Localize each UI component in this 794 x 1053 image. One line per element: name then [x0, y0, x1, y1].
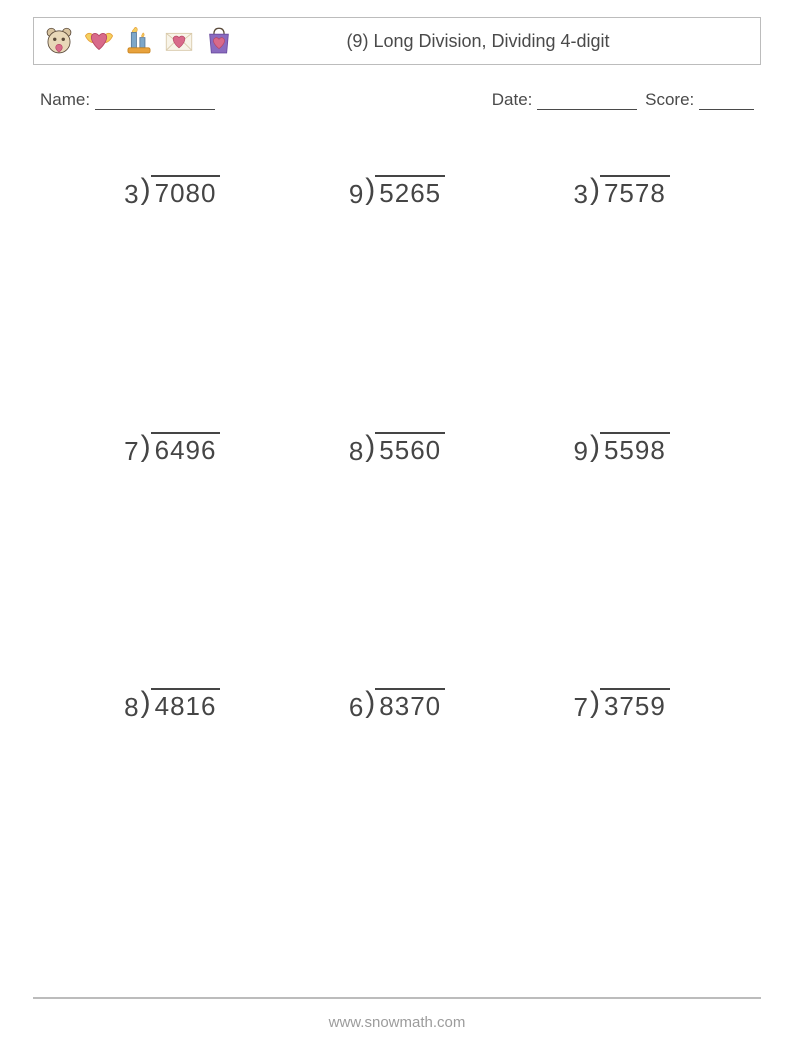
- divisor: 8: [349, 432, 365, 467]
- division-bracket-icon: ): [590, 434, 600, 460]
- score-line[interactable]: [699, 92, 754, 110]
- dividend: 5560: [375, 432, 445, 466]
- long-division: 8 ) 4816: [124, 688, 220, 723]
- envelope-heart-icon: [162, 24, 196, 58]
- header-icons: [34, 24, 236, 58]
- problem-cell: 3 ) 7578: [509, 155, 734, 412]
- dividend: 5598: [600, 432, 670, 466]
- divisor: 7: [124, 432, 140, 467]
- gift-bag-icon: [202, 24, 236, 58]
- divisor: 6: [349, 688, 365, 723]
- name-label: Name:: [40, 90, 90, 109]
- worksheet-title: (9) Long Division, Dividing 4-digit: [236, 31, 760, 52]
- problem-cell: 7 ) 3759: [509, 668, 734, 925]
- division-bracket-icon: ): [365, 690, 375, 716]
- problem-cell: 7 ) 6496: [60, 412, 285, 669]
- division-bracket-icon: ): [590, 177, 600, 203]
- worksheet-page: (9) Long Division, Dividing 4-digit Name…: [0, 0, 794, 1053]
- problem-cell: 9 ) 5265: [285, 155, 510, 412]
- division-bracket-icon: ): [141, 177, 151, 203]
- division-bracket-icon: ): [141, 690, 151, 716]
- score-label: Score:: [645, 90, 694, 109]
- dividend: 4816: [151, 688, 221, 722]
- meta-row: Name: Date: Score:: [40, 90, 754, 110]
- divisor: 8: [124, 688, 140, 723]
- long-division: 6 ) 8370: [349, 688, 445, 723]
- long-division: 7 ) 3759: [574, 688, 670, 723]
- candle-icon: [122, 24, 156, 58]
- divisor: 3: [124, 175, 140, 210]
- header-box: (9) Long Division, Dividing 4-digit: [33, 17, 761, 65]
- division-bracket-icon: ): [590, 690, 600, 716]
- score-field: Score:: [645, 90, 754, 110]
- divisor: 9: [574, 432, 590, 467]
- divisor: 3: [574, 175, 590, 210]
- problem-cell: 3 ) 7080: [60, 155, 285, 412]
- divisor: 7: [574, 688, 590, 723]
- date-field: Date:: [492, 90, 637, 110]
- problem-cell: 8 ) 5560: [285, 412, 510, 669]
- dividend: 7578: [600, 175, 670, 209]
- dividend: 8370: [375, 688, 445, 722]
- date-label: Date:: [492, 90, 533, 109]
- long-division: 3 ) 7080: [124, 175, 220, 210]
- long-division: 9 ) 5598: [574, 432, 670, 467]
- dividend: 7080: [151, 175, 221, 209]
- dividend: 6496: [151, 432, 221, 466]
- meta-spacer: [215, 90, 492, 110]
- dividend: 5265: [375, 175, 445, 209]
- name-line[interactable]: [95, 92, 215, 110]
- problem-cell: 8 ) 4816: [60, 668, 285, 925]
- long-division: 9 ) 5265: [349, 175, 445, 210]
- division-bracket-icon: ): [365, 177, 375, 203]
- problems-grid: 3 ) 7080 9 ) 5265 3 ) 7578 7 ) 6496: [60, 155, 734, 925]
- date-line[interactable]: [537, 92, 637, 110]
- dividend: 3759: [600, 688, 670, 722]
- long-division: 8 ) 5560: [349, 432, 445, 467]
- problem-cell: 9 ) 5598: [509, 412, 734, 669]
- long-division: 3 ) 7578: [574, 175, 670, 210]
- long-division: 7 ) 6496: [124, 432, 220, 467]
- footer-divider: [33, 997, 761, 999]
- division-bracket-icon: ): [141, 434, 151, 460]
- bear-icon: [42, 24, 76, 58]
- division-bracket-icon: ): [365, 434, 375, 460]
- footer-url: www.snowmath.com: [0, 1014, 794, 1031]
- winged-heart-icon: [82, 24, 116, 58]
- name-field: Name:: [40, 90, 215, 110]
- divisor: 9: [349, 175, 365, 210]
- problem-cell: 6 ) 8370: [285, 668, 510, 925]
